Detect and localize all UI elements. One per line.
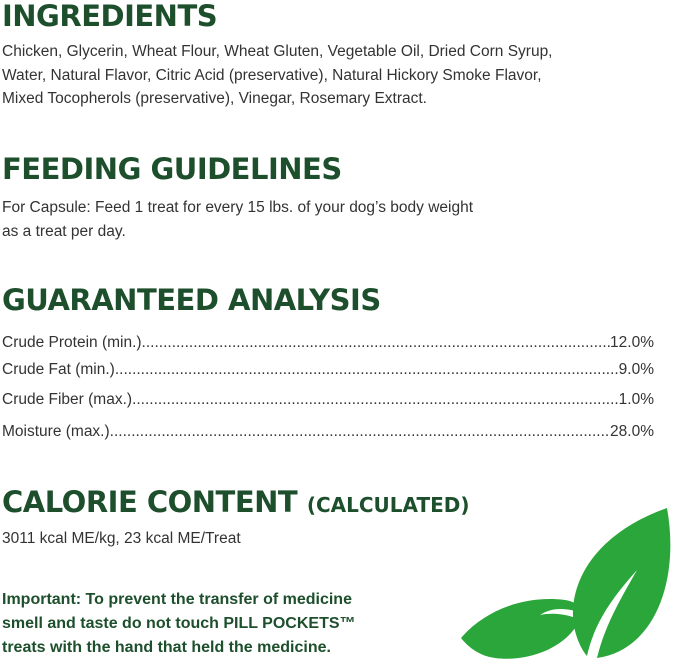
leader-dots [115,360,619,380]
large-leaf [572,508,671,658]
analysis-label: Crude Fiber (max.) [2,391,133,408]
analysis-value: 9.0% [618,361,654,378]
ingredients-line: Chicken, Glycerin, Wheat Flour, Wheat Gl… [2,43,553,60]
small-leaf [461,599,585,659]
leader-dots [142,333,611,353]
analysis-value: 1.0% [618,391,654,408]
leader-dots [110,422,610,442]
brand-name: PILL POCKETS™ [223,615,356,632]
ingredients-line: Mixed Tocopherols (preservative), Vinega… [2,90,427,107]
important-note: Important: To prevent the transfer of me… [2,588,356,660]
analysis-row: Crude Fiber (max.) 1.0% [2,390,654,410]
calorie-text: 3011 kcal ME/kg, 23 kcal ME/Treat [2,530,241,547]
important-line: treats with the hand that held the medic… [2,639,331,656]
calorie-heading: CALORIE CONTENT (CALCULATED) [2,486,470,521]
calorie-subheading: (CALCULATED) [306,493,470,517]
feeding-line: For Capsule: Feed 1 treat for every 15 l… [2,199,473,216]
analysis-value: 12.0% [610,334,654,351]
analysis-row: Moisture (max.) 28.0% [2,422,654,442]
leader-dots [132,390,619,410]
feeding-text: For Capsule: Feed 1 treat for every 15 l… [2,196,473,243]
feeding-line: as a treat per day. [2,222,126,240]
ingredients-line: Water, Natural Flavor, Citric Acid (pres… [2,66,542,84]
analysis-row: Crude Fat (min.) 9.0% [2,360,654,380]
analysis-label: Crude Protein (min.) [2,334,142,351]
ingredients-heading: INGREDIENTS [2,0,218,33]
calorie-heading-text: CALORIE CONTENT [2,485,298,519]
important-line: Important: To prevent the transfer of me… [2,591,352,608]
analysis-value: 28.0% [610,423,654,440]
important-line: smell and taste do not touch [2,615,224,632]
feeding-heading: FEEDING GUIDELINES [2,152,342,186]
analysis-heading: GUARANTEED ANALYSIS [2,283,381,317]
ingredients-text: Chicken, Glycerin, Wheat Flour, Wheat Gl… [2,40,553,111]
analysis-label: Moisture (max.) [2,423,110,440]
leaves-icon [461,508,671,659]
analysis-row: Crude Protein (min.) 12.0% [2,333,654,353]
analysis-label: Crude Fat (min.) [2,361,115,378]
